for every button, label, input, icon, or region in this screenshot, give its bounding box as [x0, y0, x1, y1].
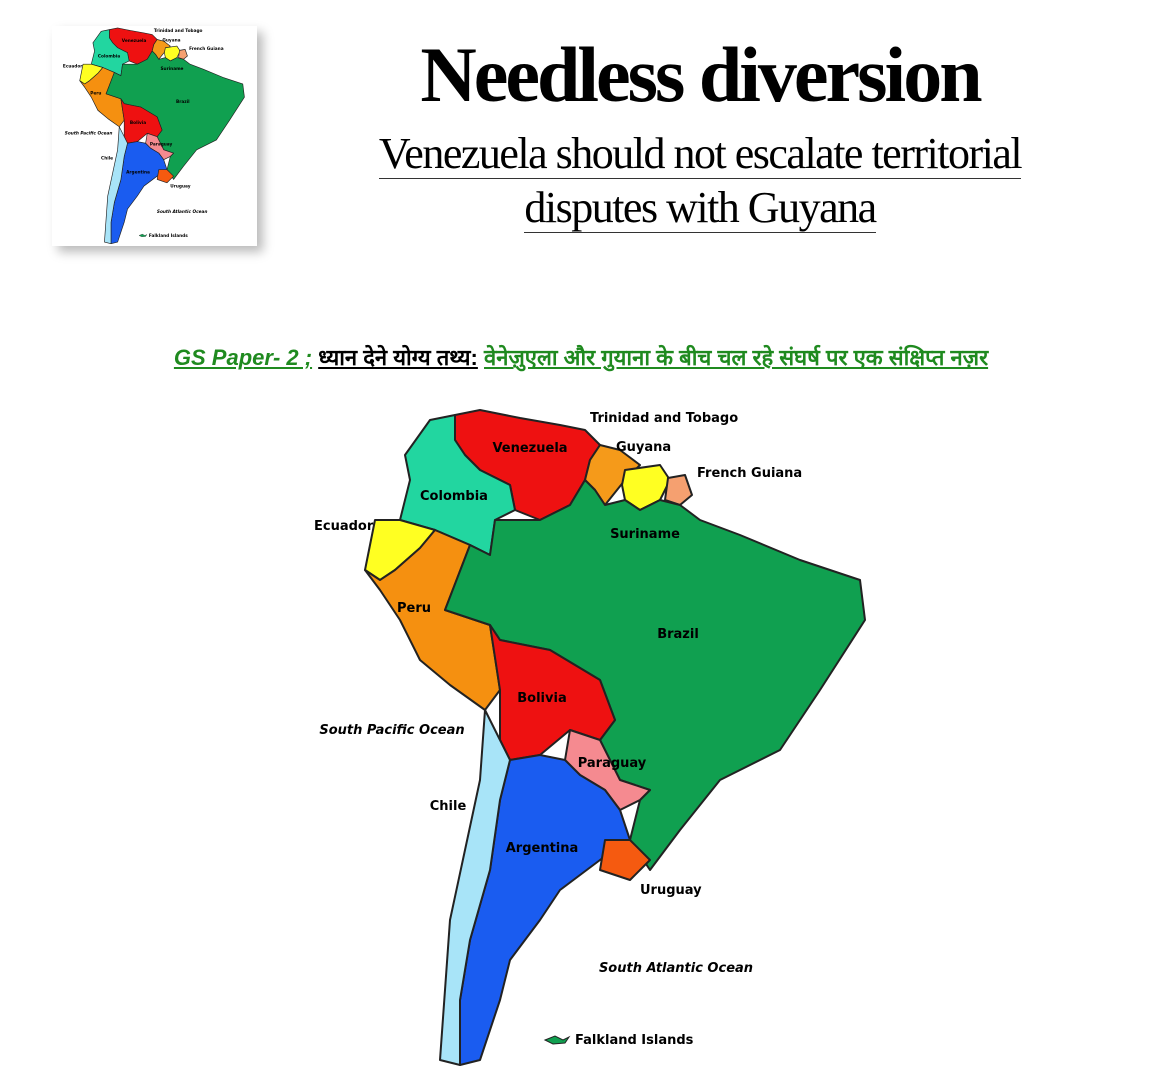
country-label: Venezuela — [492, 441, 567, 456]
country-label: Bolivia — [130, 120, 146, 126]
map-label: South Pacific Ocean — [319, 723, 464, 738]
country-label: Chile — [101, 156, 113, 162]
country-label: Venezuela — [122, 38, 147, 44]
country-label: Chile — [430, 799, 467, 814]
country-label: Peru — [90, 91, 101, 97]
subtitle-text: Venezuela should not escalate territoria… — [378, 129, 1023, 179]
country-shape — [439, 709, 511, 1066]
country-label: Brazil — [176, 99, 190, 105]
country-label: Colombia — [420, 489, 488, 504]
tagline: GS Paper- 2 ; ध्यान देने योग्य तथ्य: वेन… — [0, 342, 1162, 372]
island-icon — [138, 233, 148, 237]
country-shape — [664, 474, 693, 506]
map-label: South Pacific Ocean — [65, 131, 113, 137]
country-shape — [599, 839, 651, 881]
subtitle-line: Venezuela should not escalate territoria… — [340, 128, 1060, 179]
country-label: Paraguay — [150, 142, 173, 148]
map-label: South Atlantic Ocean — [599, 961, 753, 976]
island-icon — [543, 1035, 571, 1045]
country-label: Guyana — [616, 440, 671, 455]
country-label: Argentina — [506, 841, 579, 856]
country-label: Paraguay — [578, 756, 647, 771]
map: Venezuela Guyana Suriname French Guiana Colo… — [313, 404, 871, 1072]
country-label: Brazil — [657, 627, 699, 642]
map-label: South Atlantic Ocean — [157, 209, 208, 215]
country-shape — [156, 169, 174, 184]
country-label: Uruguay — [640, 883, 702, 898]
map-label: Trinidad and Tobago — [590, 411, 738, 426]
country-label: French Guiana — [189, 46, 224, 52]
map-label: Trinidad and Tobago — [154, 28, 203, 34]
country-label: French Guiana — [697, 466, 802, 481]
country-label: Suriname — [160, 66, 183, 72]
country-label: Suriname — [610, 527, 680, 542]
map-label: Falkland Islands — [575, 1033, 694, 1048]
country-label: Colombia — [98, 54, 120, 60]
thumbnail-map: Venezuela Guyana Suriname French Guiana Colo… — [52, 26, 257, 246]
country-label: Bolivia — [517, 691, 566, 706]
subtitle-text: disputes with Guyana — [524, 183, 877, 233]
country-label: Ecuador — [314, 519, 374, 534]
country-label: Guyana — [162, 37, 180, 43]
country-label: Argentina — [126, 170, 150, 176]
tag-label: ध्यान देने योग्य तथ्य: — [318, 345, 478, 370]
country-label: Ecuador — [63, 63, 83, 69]
subtitle-line: disputes with Guyana — [340, 182, 1060, 233]
paper: GS Paper- 2 ; — [173, 345, 313, 370]
topic: वेनेज़ुएला और गुयाना के बीच चल रहे संघर्… — [484, 345, 989, 370]
country-label: Peru — [397, 601, 431, 616]
map-label: Falkland Islands — [149, 233, 188, 239]
country-label: Uruguay — [170, 183, 190, 189]
country-shape — [178, 49, 188, 60]
country-shape — [104, 126, 128, 245]
title: Needless diversion — [420, 31, 982, 118]
